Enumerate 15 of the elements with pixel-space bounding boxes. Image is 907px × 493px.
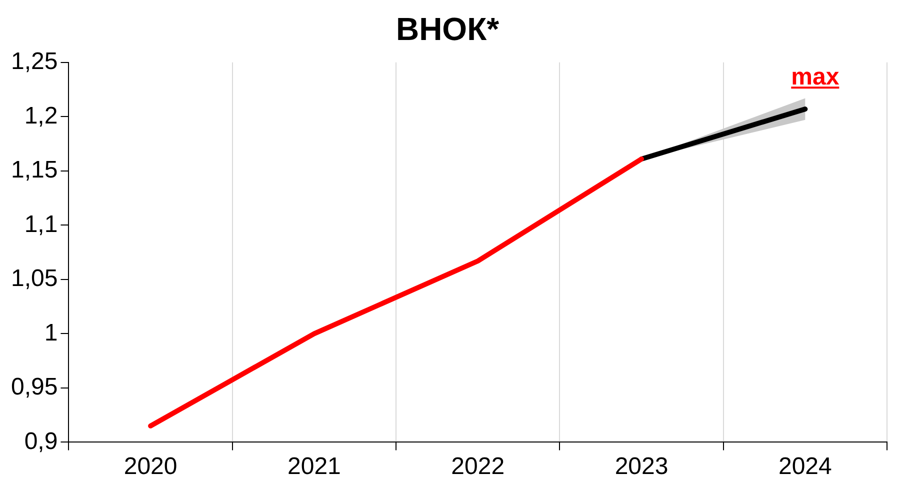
y-tick-label: 0,9 xyxy=(24,428,58,455)
y-tick-label: 1 xyxy=(44,319,58,346)
x-tick-label: 2024 xyxy=(778,453,832,480)
y-tick-label: 1,15 xyxy=(10,156,58,184)
annotation: max xyxy=(791,64,840,92)
chart-title: ВНОК* xyxy=(396,11,500,48)
y-tick-label: 0,95 xyxy=(10,374,58,401)
x-tick-label: 2023 xyxy=(614,453,668,480)
x-tick-label: 2022 xyxy=(451,453,505,480)
y-tick-label: 1,1 xyxy=(24,210,58,238)
y-tick-label: 1,2 xyxy=(24,102,58,130)
y-tick-label: 1,25 xyxy=(10,48,58,76)
x-tick-label: 2020 xyxy=(124,453,178,480)
y-tick-label: 1,05 xyxy=(10,265,58,292)
x-tick-label: 2021 xyxy=(288,453,341,480)
